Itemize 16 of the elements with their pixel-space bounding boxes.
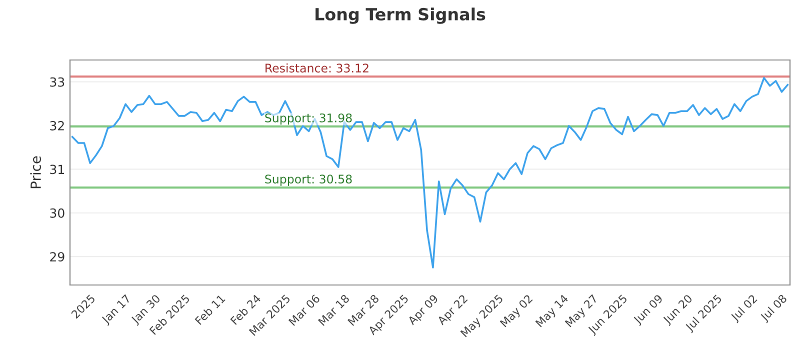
y-tick-label: 30 bbox=[50, 208, 64, 218]
ref-line-label: Resistance: 33.12 bbox=[266, 63, 368, 73]
x-tick-label: Jan 17 bbox=[100, 294, 132, 326]
x-tick-label: Feb 11 bbox=[194, 294, 226, 326]
y-tick-label: 31 bbox=[50, 164, 64, 174]
ref-line-label: Support: 31.98 bbox=[265, 113, 352, 125]
x-tick-label: Jul 08 bbox=[759, 294, 789, 324]
x-tick-label: Jul 02 bbox=[730, 294, 759, 324]
line-series bbox=[71, 77, 789, 268]
y-tick-label: 33 bbox=[50, 77, 64, 87]
ref-line-label: Support: 30.58 bbox=[265, 174, 352, 186]
y-tick-label: 32 bbox=[50, 121, 64, 130]
y-axis-title: Price bbox=[30, 156, 41, 188]
x-tick-label: Jun 09 bbox=[632, 294, 665, 326]
y-tick-label: 29 bbox=[50, 252, 64, 262]
chart-title: Long Term Signals bbox=[316, 8, 486, 24]
